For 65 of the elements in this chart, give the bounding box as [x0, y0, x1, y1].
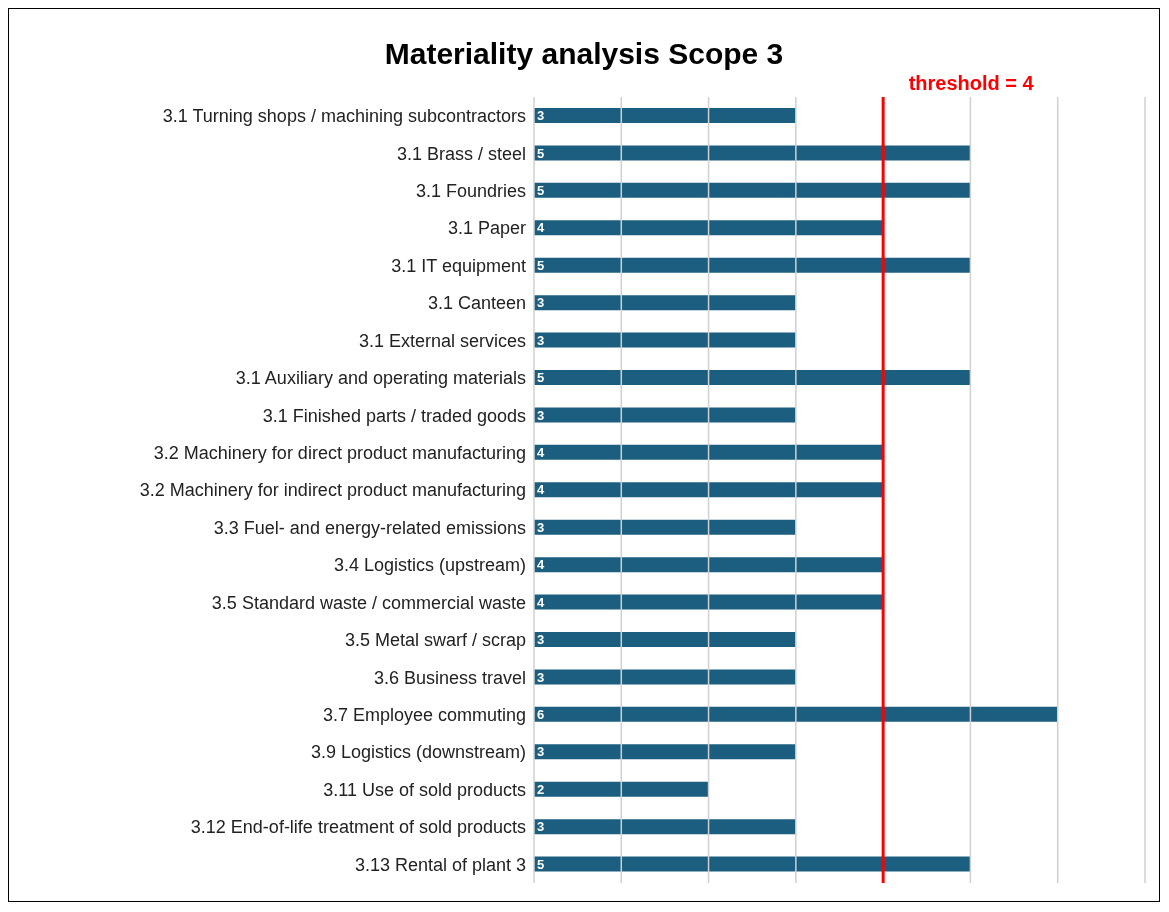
bar [534, 295, 796, 311]
bar [534, 407, 796, 423]
y-tick-label: 3.3 Fuel- and energy-related emissions [213, 517, 526, 538]
data-label: 3 [537, 744, 545, 760]
bar [534, 257, 971, 273]
y-tick-label: 3.4 Logistics (upstream) [333, 555, 526, 576]
bar [534, 519, 796, 535]
data-label: 3 [537, 669, 545, 685]
bar [534, 145, 971, 161]
data-label: 5 [537, 145, 545, 161]
y-tick-label: 3.1 Auxiliary and operating materials [235, 368, 526, 389]
data-label: 4 [537, 557, 545, 573]
bar [534, 781, 709, 797]
y-tick-label: 3.1 Brass / steel [396, 143, 526, 164]
y-tick-label: 3.5 Metal swarf / scrap [344, 630, 526, 651]
data-label: 3 [537, 108, 545, 124]
y-tick-label: 3.2 Machinery for indirect product manufacturing [139, 480, 526, 501]
bar [534, 108, 796, 123]
bar [534, 332, 796, 348]
data-label: 3 [537, 407, 545, 423]
y-tick-label: 3.6 Business travel [373, 667, 526, 688]
data-label: 3 [537, 819, 545, 835]
bar [534, 482, 884, 498]
y-tick-label: 3.1 Paper [447, 218, 526, 239]
bar [534, 706, 1058, 722]
y-tick-label: 3.5 Standard waste / commercial waste [211, 592, 526, 613]
y-tick-label: 3.1 Canteen [427, 293, 526, 314]
bar [534, 819, 796, 835]
bar [534, 594, 884, 610]
bar [534, 632, 796, 647]
chart-title: Materiality analysis Scope 3 [383, 37, 785, 71]
y-tick-label: 3.1 Turning shops / machining subcontractors [162, 106, 526, 127]
data-label: 2 [537, 781, 545, 797]
data-label: 5 [537, 856, 545, 872]
bar [534, 744, 796, 760]
ref-line-label: threshold = 4 [908, 72, 1035, 94]
data-label: 4 [537, 594, 545, 610]
bar [534, 856, 971, 872]
y-tick-label: 3.1 Foundries [415, 180, 526, 201]
data-label: 4 [537, 444, 545, 460]
data-label: 5 [537, 182, 545, 198]
bar [534, 370, 971, 385]
data-label: 6 [537, 706, 545, 722]
data-label: 3 [537, 332, 545, 348]
y-tick-label: 3.2 Machinery for direct product manufacturing [153, 442, 526, 463]
data-label: 4 [537, 482, 545, 498]
y-tick-label: 3.1 IT equipment [391, 255, 526, 276]
y-tick-label: 3.7 Employee commuting [322, 704, 526, 725]
y-tick-label: 3.9 Logistics (downstream) [310, 742, 526, 763]
y-tick-label: 3.13 Rental of plant 3 [354, 854, 526, 875]
y-tick-label: 3.12 End-of-life treatment of sold products [190, 817, 526, 838]
data-label: 3 [537, 632, 545, 648]
bar [534, 220, 884, 236]
data-label: 5 [537, 370, 545, 386]
bar [534, 182, 971, 198]
y-tick-label: 3.1 Finished parts / traded goods [262, 405, 526, 426]
data-label: 3 [537, 519, 545, 535]
bar [534, 557, 884, 573]
data-label: 4 [537, 220, 545, 236]
data-label: 5 [537, 257, 545, 273]
bar [534, 669, 796, 685]
data-label: 3 [537, 295, 545, 311]
bar [534, 444, 884, 460]
y-tick-label: 3.11 Use of sold products [323, 779, 526, 800]
y-tick-label: 3.1 External services [358, 330, 526, 351]
